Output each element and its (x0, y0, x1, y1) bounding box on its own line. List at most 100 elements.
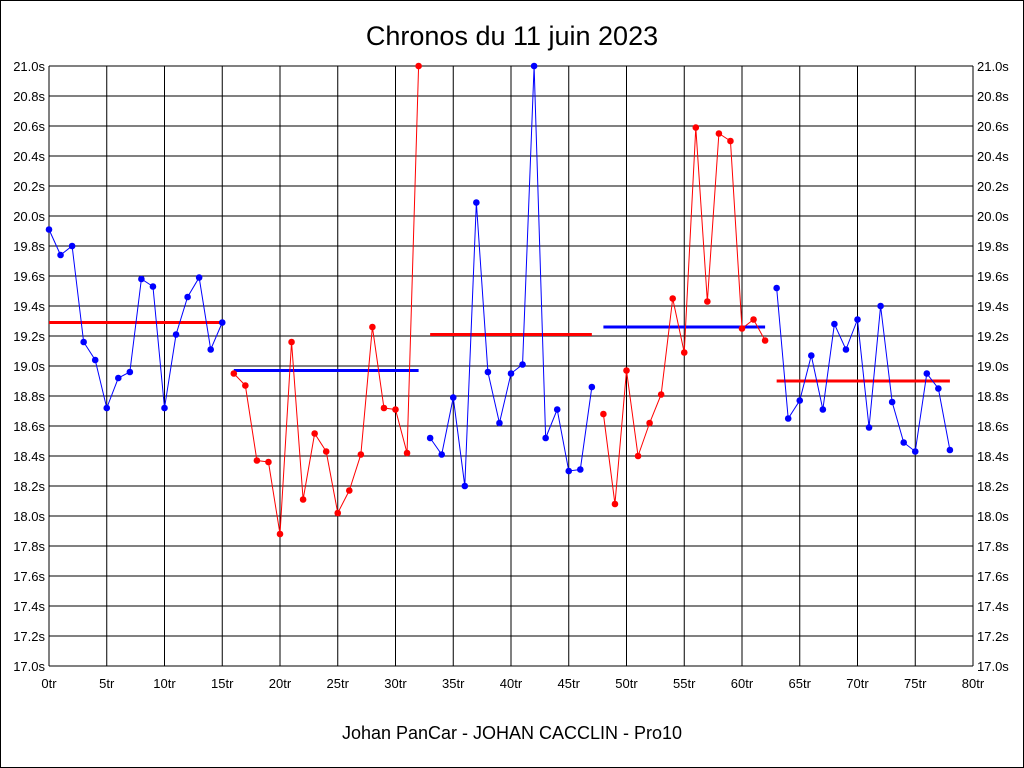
data-point (357, 451, 365, 458)
data-point (542, 434, 549, 442)
data-point (449, 394, 457, 401)
data-point (496, 419, 503, 427)
data-point (761, 337, 769, 344)
y-tick-label-right: 17.2s (977, 629, 1009, 644)
data-point (831, 320, 838, 328)
x-tick-label: 30tr (384, 676, 407, 691)
y-tick-label-right: 20.2s (977, 179, 1009, 194)
data-point (91, 356, 99, 364)
y-tick-label: 17.8s (13, 539, 45, 554)
data-point (773, 284, 780, 292)
data-point (265, 458, 272, 466)
x-tick-label: 25tr (327, 676, 350, 691)
data-point (842, 346, 850, 353)
data-point (796, 397, 804, 404)
y-tick-label: 19.6s (13, 269, 45, 284)
data-point (57, 251, 64, 259)
data-point (115, 374, 122, 382)
x-tick-label: 5tr (99, 676, 115, 691)
data-point (68, 242, 76, 250)
chart-title: Chronos du 11 juin 2023 (366, 21, 658, 51)
y-tick-label-right: 19.4s (977, 299, 1009, 314)
series-group (230, 62, 422, 538)
data-point (415, 62, 422, 70)
x-tick-label: 55tr (673, 676, 696, 691)
y-tick-label-right: 17.0s (977, 659, 1009, 674)
data-point (322, 448, 330, 455)
data-point (438, 451, 446, 458)
data-point (715, 130, 723, 137)
data-point (808, 352, 815, 359)
data-point (126, 368, 134, 376)
data-point (634, 452, 642, 460)
data-point (565, 467, 573, 475)
data-point (750, 316, 757, 323)
data-point (473, 199, 480, 206)
data-point (195, 274, 203, 281)
data-point (577, 466, 584, 473)
data-point (80, 338, 87, 346)
x-tick-label: 80tr (962, 676, 985, 691)
y-tick-label-right: 20.0s (977, 209, 1009, 224)
data-point (230, 370, 238, 377)
y-tick-label-right: 20.8s (977, 89, 1009, 104)
series-group (773, 284, 954, 455)
series-line (48, 229, 223, 410)
chart-footer: Johan PanCar - JOHAN CACCLIN - Pro10 (342, 723, 682, 743)
data-point (346, 487, 353, 494)
y-tick-labels-left: 21.0s 20.8s 20.6s 20.4s 20.2s 20.0s 19.8s 19.6s… (13, 59, 45, 674)
y-tick-label-right: 18.2s (977, 479, 1009, 494)
y-tick-label: 17.2s (13, 629, 45, 644)
data-point (888, 398, 896, 406)
y-tick-label: 20.2s (13, 179, 45, 194)
data-point (403, 449, 411, 457)
y-tick-label-right: 18.4s (977, 449, 1009, 464)
y-tick-label-right: 19.0s (977, 359, 1009, 374)
y-tick-label: 20.0s (13, 209, 45, 224)
data-point (380, 404, 388, 412)
data-point (911, 448, 919, 455)
data-point (946, 446, 954, 454)
x-tick-label: 35tr (442, 676, 465, 691)
data-point (207, 346, 214, 353)
y-tick-label-right: 18.0s (977, 509, 1009, 524)
data-series (45, 62, 954, 538)
y-tick-label: 19.8s (13, 239, 45, 254)
grid (48, 65, 974, 667)
data-point (900, 439, 907, 446)
y-tick-label: 17.6s (13, 569, 45, 584)
data-point (669, 295, 676, 302)
data-point (646, 419, 653, 427)
x-tick-label: 0tr (41, 676, 57, 691)
data-point (426, 434, 434, 442)
y-tick-label-right: 20.4s (977, 149, 1009, 164)
y-tick-label: 21.0s (13, 59, 45, 74)
data-point (784, 415, 792, 422)
data-point (184, 293, 191, 301)
data-point (484, 368, 492, 376)
y-tick-label-right: 17.6s (977, 569, 1009, 584)
x-tick-labels: 0tr 5tr 10tr 15tr 20tr 25tr 30tr 35tr 40tr 45tr 50… (41, 676, 984, 691)
series-line (776, 287, 951, 453)
data-point (218, 319, 226, 326)
data-point (392, 406, 399, 413)
x-tick-label: 70tr (846, 676, 869, 691)
y-tick-label-right: 21.0s (977, 59, 1009, 74)
data-point (623, 367, 630, 374)
data-point (253, 457, 261, 464)
y-tick-label: 20.8s (13, 89, 45, 104)
data-point (242, 382, 249, 389)
y-tick-label: 17.4s (13, 599, 45, 614)
data-point (138, 275, 145, 283)
x-tick-label: 40tr (500, 676, 523, 691)
y-tick-label: 18.0s (13, 509, 45, 524)
data-point (657, 391, 665, 398)
data-point (553, 406, 561, 413)
series-group (45, 226, 226, 412)
data-point (935, 385, 942, 392)
x-tick-label: 45tr (558, 676, 581, 691)
x-tick-label: 20tr (269, 676, 292, 691)
x-tick-label: 15tr (211, 676, 234, 691)
y-tick-label-right: 19.2s (977, 329, 1009, 344)
y-tick-label: 18.8s (13, 389, 45, 404)
